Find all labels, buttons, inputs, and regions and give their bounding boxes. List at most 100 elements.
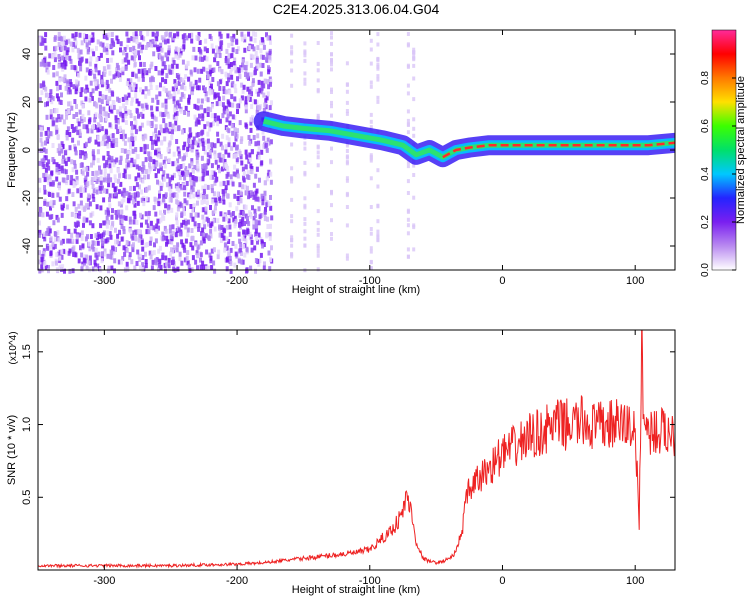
spectrogram-noise-cell	[163, 176, 167, 182]
spectrogram-noise-cell	[188, 163, 192, 169]
spectrogram-noise-cell	[145, 196, 149, 202]
spectrogram-noise-cell	[104, 238, 108, 244]
spectrogram-noise-cell	[67, 156, 71, 162]
spectrogram-noise-cell	[129, 47, 132, 53]
spectrogram-noise-cell	[254, 173, 258, 179]
spectrogram-noise-cell	[202, 171, 206, 177]
spectrogram-noise-cell	[91, 211, 95, 217]
spectrogram-noise-cell	[259, 48, 263, 54]
spectrogram-noise-cell	[161, 68, 165, 74]
spectrogram-noise-cell	[246, 86, 250, 92]
spectrogram-noise-cell	[207, 265, 211, 271]
spectrogram-noise-cell	[264, 98, 268, 104]
spectrogram-noise-cell	[139, 87, 142, 93]
spectrogram-noise-cell	[231, 102, 235, 108]
spectrogram-noise-cell	[99, 188, 103, 194]
spectrogram-noise-cell	[112, 100, 116, 106]
spectrogram-noise-cell	[74, 31, 78, 37]
spectrogram-noise-cell	[205, 200, 209, 206]
spectrogram-noise-cell	[205, 48, 209, 54]
spectrogram-noise-cell	[96, 240, 100, 246]
spectrogram-noise-cell	[49, 177, 53, 183]
spectrogram-noise-cell	[174, 160, 178, 166]
spectrogram-noise-cell	[180, 92, 184, 98]
spectrogram-noise-cell	[94, 102, 98, 107]
spectrogram-noise-cell	[121, 117, 125, 123]
spectrogram-noise-cell	[253, 208, 257, 214]
spectrogram-noise-cell	[100, 233, 103, 239]
spectrogram-noise-cell	[70, 211, 74, 217]
spectrogram-noise-cell	[205, 194, 209, 200]
spectrogram-noise-cell	[186, 146, 190, 152]
spectrogram-noise-cell	[159, 162, 163, 168]
spectrogram-noise-cell	[95, 57, 99, 63]
spectrogram-noise-cell	[39, 253, 43, 259]
spectrogram-noise-cell	[121, 58, 125, 64]
spectrogram-noise-cell	[224, 58, 228, 63]
spectrogram-noise-cell	[132, 56, 136, 62]
spectrogram-noise-cell	[112, 249, 116, 255]
spectrogram-noise-cell	[79, 245, 82, 251]
spectrogram-noise-cell	[149, 85, 153, 90]
spectrogram-noise-cell	[102, 155, 106, 161]
spectrogram-noise-cell	[233, 65, 237, 71]
spectrogram-noise-cell	[265, 56, 268, 62]
spectrogram-noise-cell	[249, 234, 253, 240]
spectrogram-noise-cell	[164, 156, 168, 162]
spectrogram-noise-cell	[144, 86, 148, 92]
spectrogram-noise-cell	[172, 60, 176, 65]
colorbar-gradient	[711, 29, 737, 271]
spectrogram-noise-cell	[224, 144, 228, 150]
spectrogram-noise-cell	[129, 195, 133, 201]
spectrogram-streak-cell	[330, 146, 333, 151]
spectrogram-noise-cell	[95, 179, 99, 184]
spectrogram-noise-cell	[142, 136, 145, 142]
spectrogram-noise-cell	[242, 64, 245, 70]
spectrogram-noise-cell	[268, 266, 272, 272]
spectrogram-noise-cell	[193, 67, 197, 73]
spectrogram-noise-cell	[230, 53, 234, 59]
colorbar-ticks: 0.00.20.40.60.8	[700, 71, 736, 277]
spectrogram-noise-cell	[188, 127, 192, 133]
spectrogram-streak-cell	[290, 219, 294, 224]
spectrogram-streak-cell	[412, 247, 416, 252]
spectrogram-noise-cell	[163, 163, 167, 169]
spectrogram-noise-cell	[176, 266, 180, 272]
spectrogram-noise-cell	[161, 255, 165, 261]
spectrogram-noise-cell	[88, 220, 92, 226]
spectrogram-noise-cell	[106, 99, 110, 105]
spectrogram-noise-cell	[64, 40, 68, 46]
spectrogram-noise-cell	[85, 124, 89, 130]
spectrogram-noise-cell	[103, 188, 106, 194]
spectrogram-noise-cell	[241, 58, 245, 64]
spectrogram-noise-cell	[210, 188, 214, 194]
spectrogram-noise-cell	[159, 210, 162, 216]
spectrogram-streak-cell	[316, 163, 320, 168]
spectrogram-noise-cell	[139, 212, 142, 218]
spectrogram-noise-cell	[174, 232, 178, 238]
spectrogram-noise-cell	[66, 238, 70, 244]
spectrogram-noise-cell	[201, 195, 205, 200]
spectrogram-noise-cell	[134, 129, 138, 135]
spectrogram-noise-cell	[140, 222, 143, 228]
spectrogram-noise-cell	[99, 205, 103, 211]
spectrogram-noise-cell	[93, 117, 97, 123]
spectrogram-noise-cell	[46, 101, 49, 107]
spectrogram-streak-cell	[376, 219, 380, 224]
spectrogram-noise-cell	[117, 72, 121, 78]
spectrogram-noise-cell	[141, 255, 145, 260]
spectrogram-noise-cell	[73, 163, 77, 169]
spectrogram-noise-cell	[139, 253, 143, 259]
spectrogram-noise-cell	[106, 143, 110, 149]
spectrogram-noise-cell	[187, 146, 191, 152]
spectrogram-noise-cell	[99, 175, 103, 181]
spectrogram-noise-cell	[94, 266, 98, 272]
spectrogram-noise-cell	[57, 163, 61, 169]
spectrogram-noise-cell	[116, 39, 120, 45]
spectrogram-streak-cell	[369, 38, 373, 43]
spectrogram-noise-cell	[174, 53, 178, 59]
spectrogram-noise-cell	[218, 67, 222, 73]
spectrogram-noise-cell	[228, 224, 232, 230]
spectrogram-noise-cell	[169, 126, 172, 132]
spectrogram-noise-cell	[138, 257, 142, 262]
